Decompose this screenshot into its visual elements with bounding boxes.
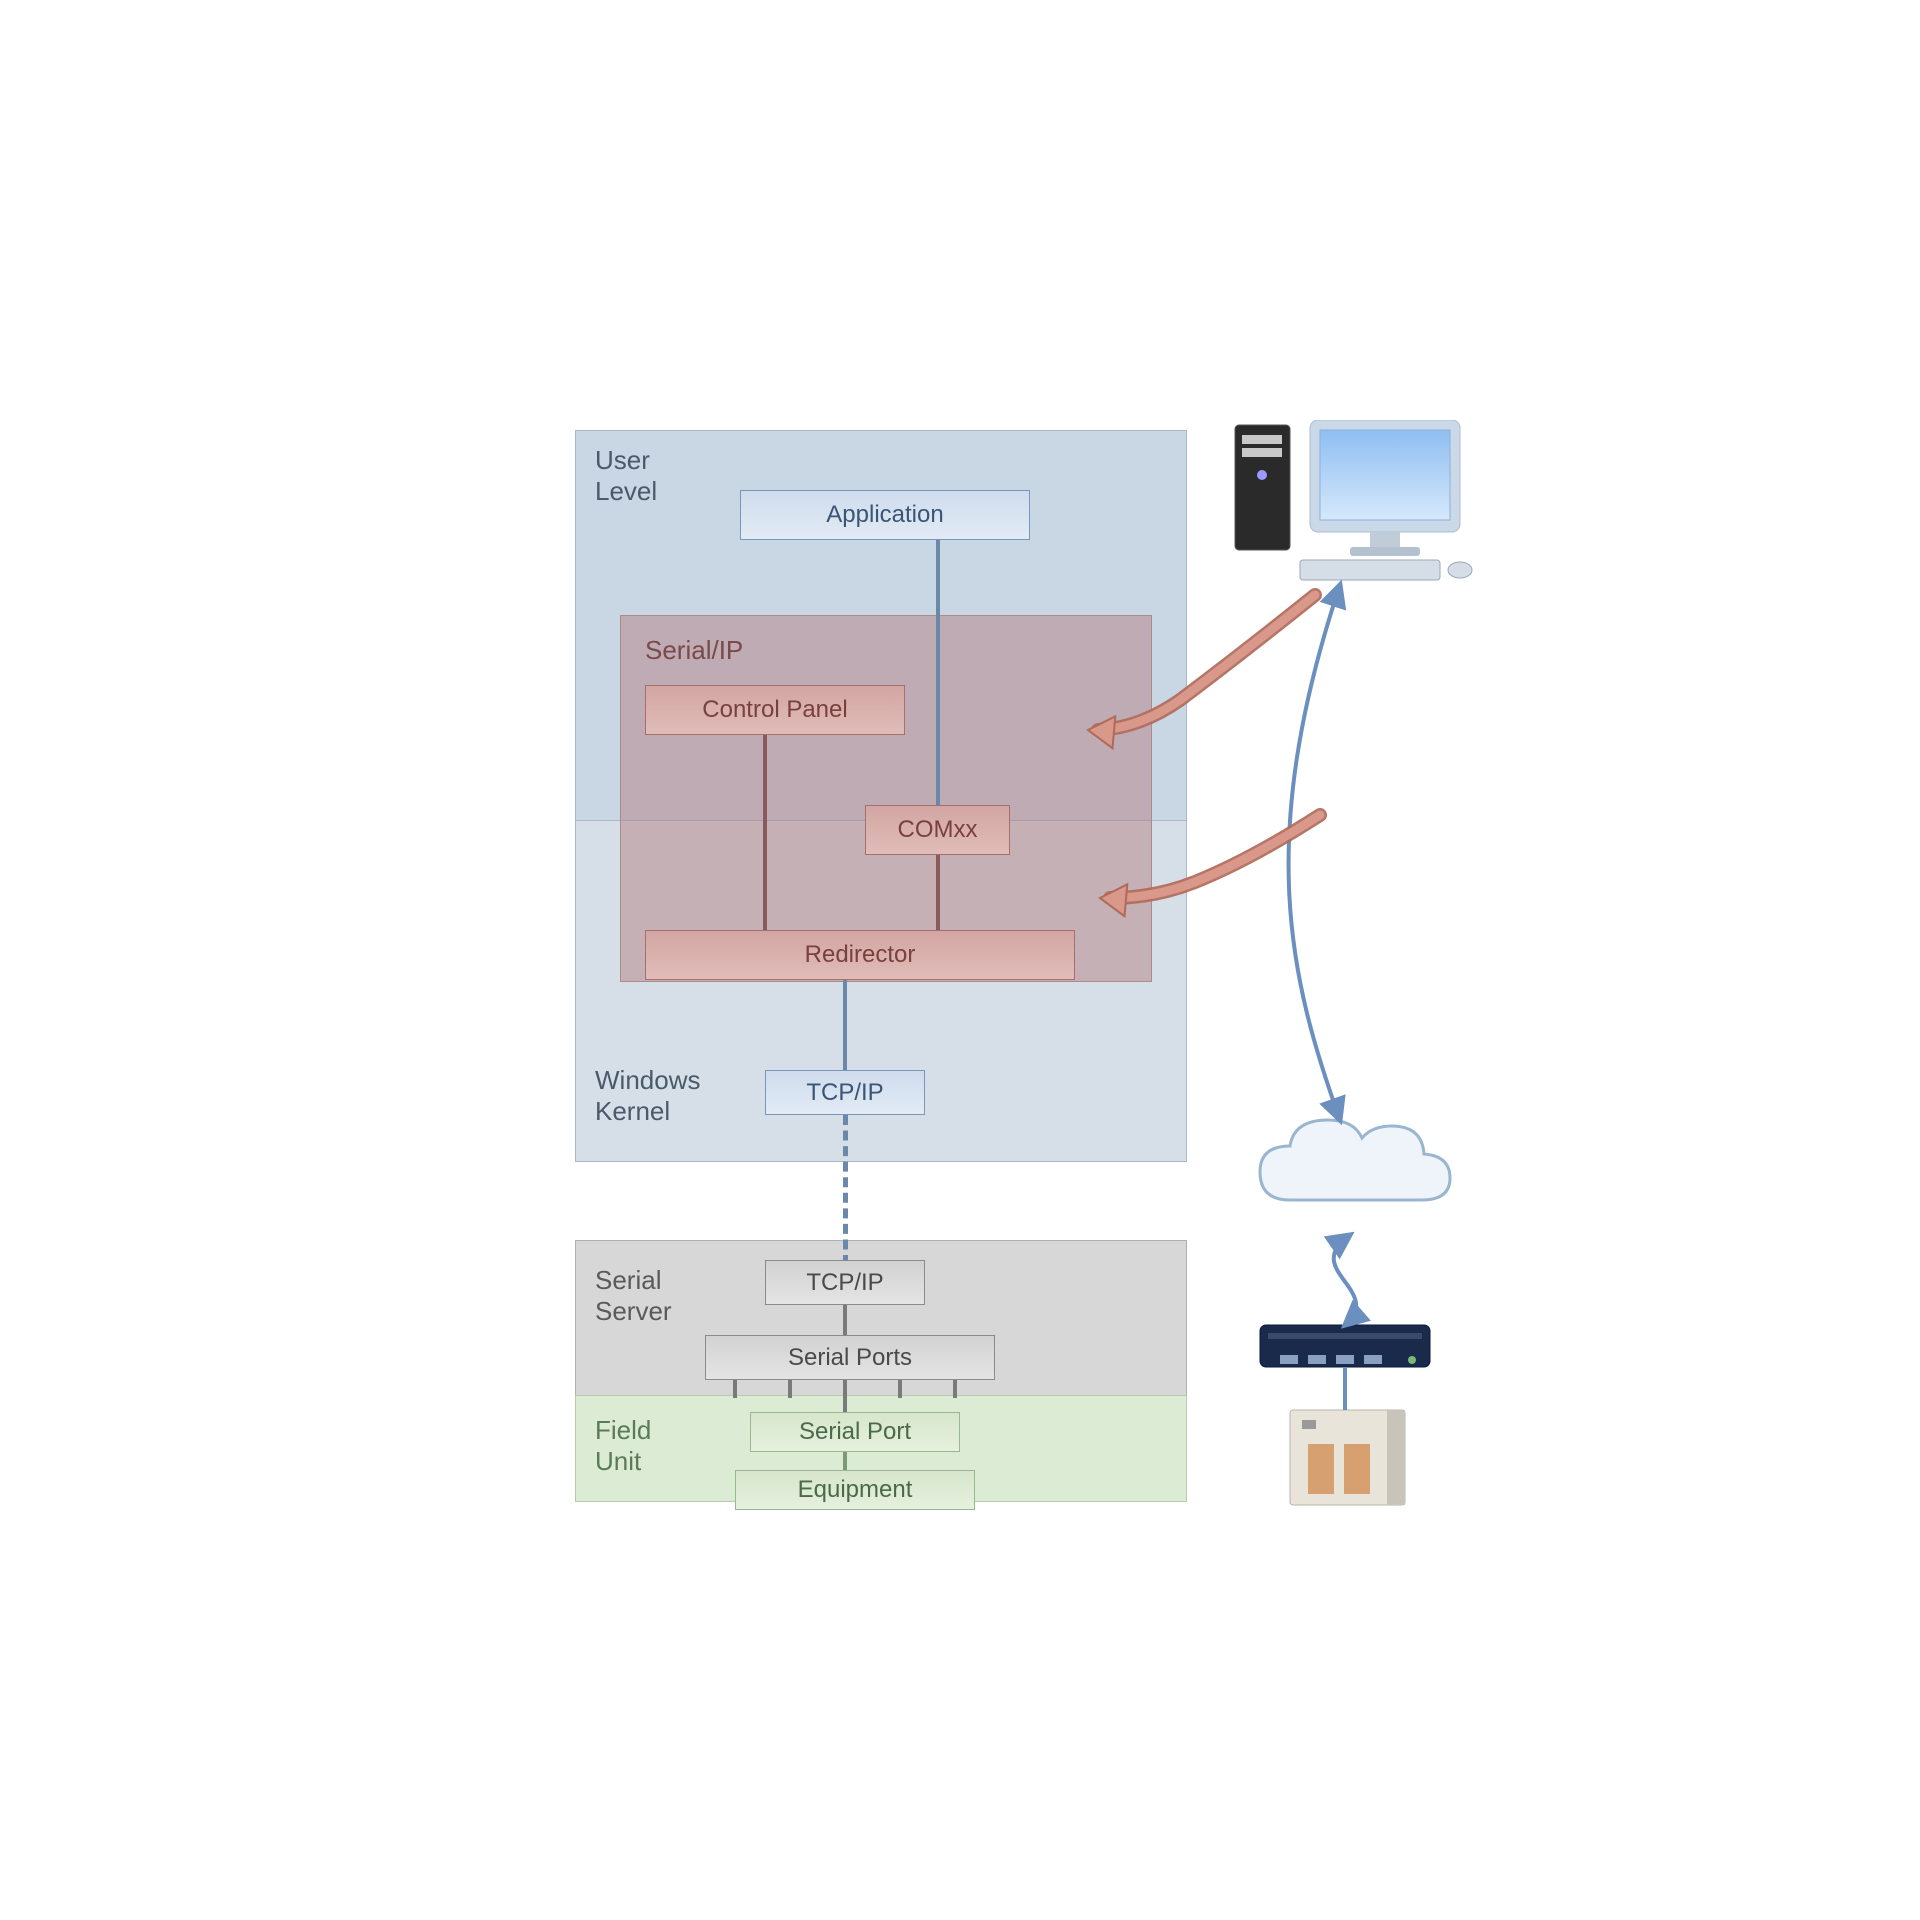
label-serial-ip: Serial/IP — [645, 635, 743, 666]
node-application: Application — [740, 490, 1030, 540]
cloud-icon — [1260, 1120, 1450, 1200]
node-tcpip-top-label: TCP/IP — [806, 1079, 883, 1107]
router-icon — [1260, 1325, 1430, 1367]
node-control-panel: Control Panel — [645, 685, 905, 735]
node-redirector-label: Redirector — [805, 941, 916, 969]
node-serial-port: Serial Port — [750, 1412, 960, 1452]
cable-computer-cloud — [1289, 585, 1340, 1120]
node-serial-ports: Serial Ports — [705, 1335, 995, 1380]
label-user-level: UserLevel — [595, 445, 657, 507]
node-tcpip-bot: TCP/IP — [765, 1260, 925, 1305]
node-equipment-label: Equipment — [798, 1476, 913, 1504]
node-serial-port-label: Serial Port — [799, 1418, 911, 1446]
node-tcpip-bot-label: TCP/IP — [806, 1269, 883, 1297]
field-unit-icon — [1290, 1410, 1405, 1505]
cable-cloud-router — [1334, 1235, 1356, 1325]
region-serial-ip — [620, 615, 1152, 982]
label-serial-server: SerialServer — [595, 1265, 672, 1327]
diagram-stage: UserLevel WindowsKernel Serial/IP Serial… — [420, 420, 1500, 1500]
node-equipment: Equipment — [735, 1470, 975, 1510]
node-application-label: Application — [826, 501, 943, 529]
node-comxx-label: COMxx — [898, 816, 978, 844]
node-comxx: COMxx — [865, 805, 1010, 855]
node-serial-ports-label: Serial Ports — [788, 1344, 912, 1372]
node-tcpip-top: TCP/IP — [765, 1070, 925, 1115]
label-kernel: WindowsKernel — [595, 1065, 700, 1127]
label-field-unit: FieldUnit — [595, 1415, 651, 1477]
node-control-panel-label: Control Panel — [702, 696, 847, 724]
computer-icon — [1235, 420, 1472, 580]
node-redirector: Redirector — [645, 930, 1075, 980]
